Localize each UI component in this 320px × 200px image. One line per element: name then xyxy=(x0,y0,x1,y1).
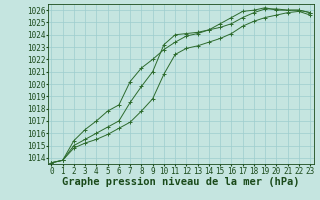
X-axis label: Graphe pression niveau de la mer (hPa): Graphe pression niveau de la mer (hPa) xyxy=(62,177,300,187)
